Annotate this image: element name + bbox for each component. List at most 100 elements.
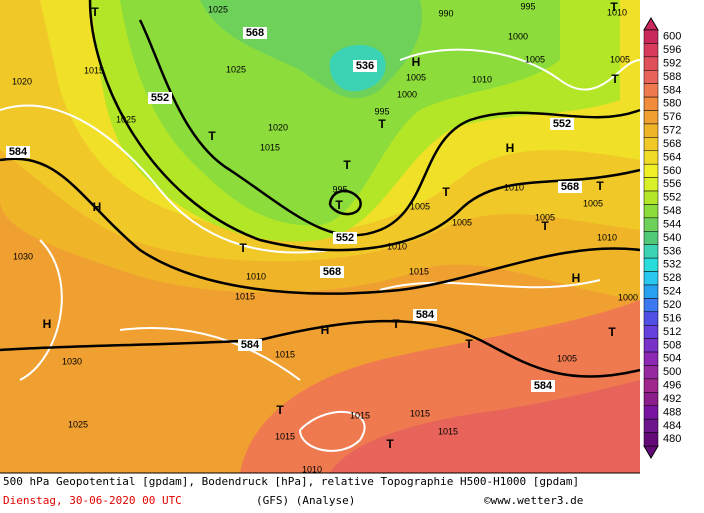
colorbar-swatch	[643, 351, 659, 366]
pressure-label: 1020	[268, 122, 288, 132]
colorbar-swatch	[643, 338, 659, 353]
colorbar-swatch	[643, 392, 659, 406]
colorbar-label: 536	[663, 245, 681, 257]
height-label: 552	[151, 92, 169, 104]
height-label: 536	[356, 60, 374, 72]
pressure-center: T	[608, 325, 616, 339]
colorbar-swatch	[643, 271, 659, 286]
colorbar-label: 508	[663, 339, 681, 351]
colorbar-swatch	[643, 29, 659, 44]
pressure-center: T	[276, 403, 284, 417]
colorbar-swatch	[643, 311, 659, 326]
colorbar-label: 532	[663, 259, 681, 271]
colorbar-swatch	[643, 190, 659, 205]
pressure-center: H	[93, 200, 102, 214]
pressure-center: T	[91, 5, 99, 19]
pressure-label: 1005	[525, 54, 545, 64]
colorbar-swatch	[643, 365, 659, 380]
height-label: 584	[534, 380, 553, 392]
pressure-label: 1005	[452, 217, 472, 227]
height-label-bg	[333, 232, 357, 244]
pressure-label: 1030	[13, 251, 33, 261]
pressure-label: 1015	[350, 410, 370, 420]
pressure-label: 1015	[235, 291, 255, 301]
pressure-label: 1015	[275, 349, 295, 359]
pressure-label: 1015	[410, 408, 430, 418]
pressure-center: T	[239, 241, 247, 255]
pressure-center: T	[610, 0, 618, 14]
pressure-label: 1030	[62, 356, 82, 366]
colorbar-label: 572	[663, 125, 681, 137]
colorbar-swatch	[643, 83, 659, 98]
colorbar-label: 512	[663, 326, 681, 338]
height-label: 568	[323, 266, 341, 278]
pressure-label: 1015	[409, 266, 429, 276]
pressure-label: 1000	[508, 31, 528, 41]
colorbar-label: 516	[663, 312, 681, 324]
pressure-label: 1000	[618, 292, 638, 302]
pressure-label: 1025	[226, 64, 246, 74]
pressure-center: T	[378, 117, 386, 131]
pressure-center: H	[506, 141, 515, 155]
pressure-center: T	[343, 158, 351, 172]
pressure-label: 1025	[116, 114, 136, 124]
height-label-bg	[550, 118, 574, 130]
colorbar-label: 528	[663, 272, 681, 284]
pressure-label: 1005	[557, 353, 577, 363]
pressure-label: 1015	[275, 431, 295, 441]
colorbar-swatch	[643, 418, 659, 433]
pressure-center: H	[321, 323, 330, 337]
colorbar-label: 544	[663, 218, 681, 230]
footer-panel	[0, 473, 640, 513]
pressure-label: 1025	[208, 4, 228, 14]
colorbar-label: 584	[663, 84, 681, 96]
colorbar-label: 568	[663, 138, 681, 150]
colorbar-label: 600	[663, 31, 681, 43]
colorbar: 6005965925885845805765725685645605565525…	[643, 17, 681, 459]
colorbar-label: 592	[663, 57, 681, 69]
colorbar-swatch	[643, 432, 659, 447]
pressure-label: 1010	[246, 271, 266, 281]
colorbar-swatch	[643, 56, 659, 71]
colorbar-swatch	[643, 217, 659, 232]
height-label-bg	[238, 339, 262, 351]
pressure-label: 1005	[583, 198, 603, 208]
pressure-center: T	[392, 317, 400, 331]
height-label: 584	[9, 146, 28, 158]
map-background	[0, 0, 641, 473]
colorbar-label: 556	[663, 178, 681, 190]
colorbar-label: 580	[663, 98, 681, 110]
colorbar-bottom-arrow	[643, 445, 659, 459]
pressure-center: H	[572, 271, 581, 285]
colorbar-label: 552	[663, 192, 681, 204]
footer-description: 500 hPa Geopotential [gpdam], Bodendruck…	[3, 475, 579, 488]
height-label: 552	[336, 232, 354, 244]
colorbar-label: 540	[663, 232, 681, 244]
height-label: 568	[561, 181, 579, 193]
colorbar-label: 500	[663, 366, 681, 378]
colorbar-top-arrow	[643, 17, 659, 31]
pressure-label: 1010	[607, 7, 627, 17]
height-label-bg	[320, 266, 344, 278]
pressure-center: T	[465, 337, 473, 351]
height-label-bg	[6, 146, 30, 158]
colorbar-label: 596	[663, 44, 681, 56]
pressure-label: 1010	[504, 182, 524, 192]
pressure-center: H	[43, 317, 52, 331]
colorbar-label: 520	[663, 299, 681, 311]
colorbar-swatch	[643, 257, 659, 272]
height-label: 552	[553, 118, 571, 130]
colorbar-label: 488	[663, 406, 681, 418]
colorbar-swatch	[643, 244, 659, 259]
pressure-label: 1015	[260, 142, 280, 152]
pressure-label: 1015	[84, 65, 104, 75]
pressure-label: 1010	[302, 464, 322, 474]
pressure-label: 1010	[387, 241, 407, 251]
pressure-center: H	[412, 55, 421, 69]
pressure-center: T	[208, 129, 216, 143]
height-label-bg	[531, 380, 555, 392]
colorbar-label: 548	[663, 205, 681, 217]
pressure-label: 1025	[68, 419, 88, 429]
colorbar-label: 480	[663, 433, 681, 445]
